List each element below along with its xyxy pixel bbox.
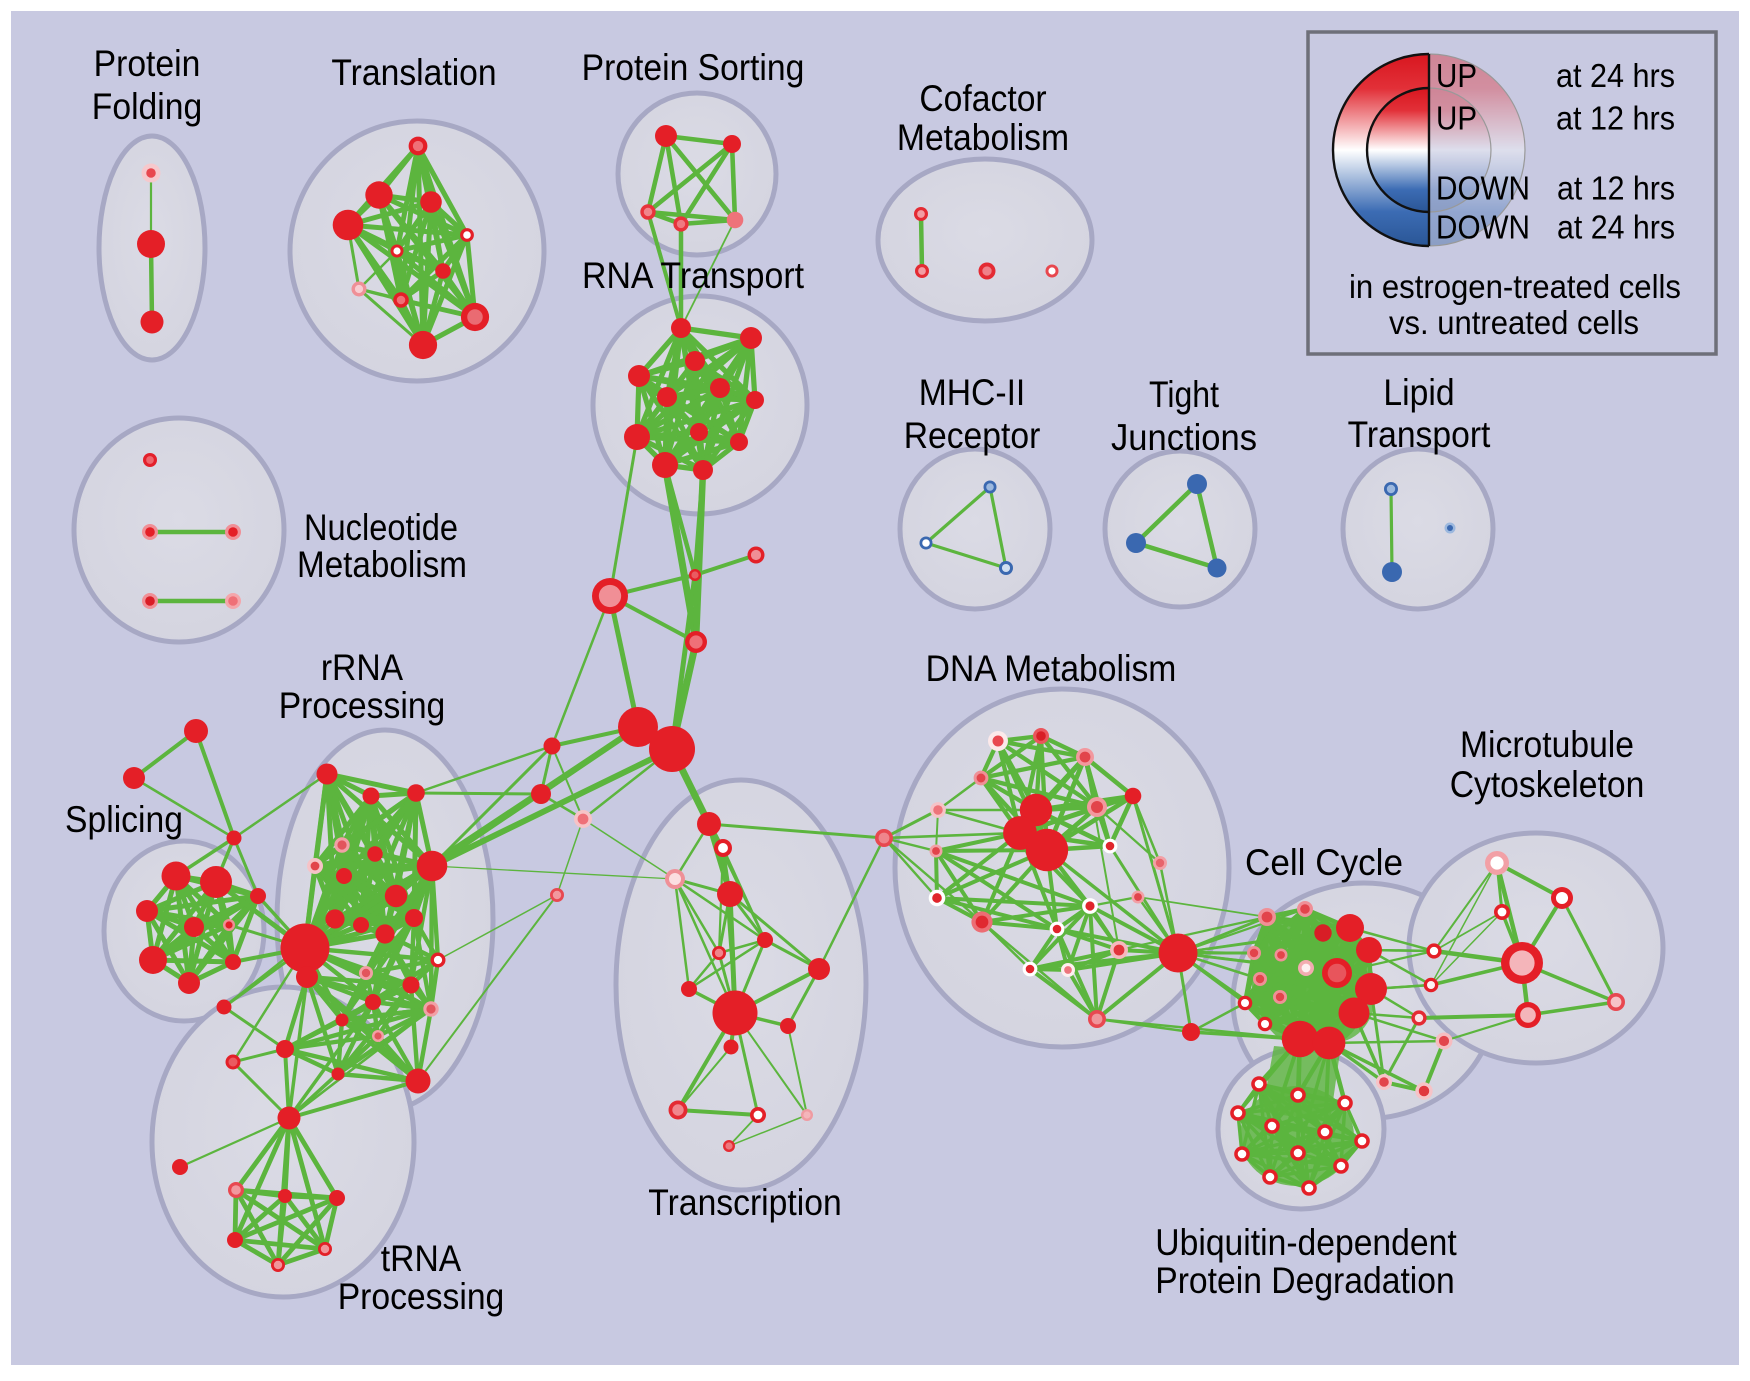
svg-text:at 12 hrs: at 12 hrs bbox=[1557, 170, 1675, 207]
svg-text:Metabolism: Metabolism bbox=[297, 544, 467, 585]
svg-text:Lipid: Lipid bbox=[1383, 372, 1454, 413]
svg-text:UP: UP bbox=[1436, 57, 1477, 94]
svg-text:Transport: Transport bbox=[1348, 414, 1491, 455]
svg-text:Cofactor: Cofactor bbox=[919, 78, 1046, 119]
svg-text:vs. untreated cells: vs. untreated cells bbox=[1389, 304, 1639, 341]
svg-text:DNA Metabolism: DNA Metabolism bbox=[926, 648, 1177, 689]
svg-text:Translation: Translation bbox=[331, 52, 496, 93]
svg-text:Splicing: Splicing bbox=[65, 799, 183, 840]
svg-text:Metabolism: Metabolism bbox=[897, 117, 1069, 158]
svg-text:Transcription: Transcription bbox=[648, 1182, 841, 1223]
svg-text:DOWN: DOWN bbox=[1436, 170, 1530, 207]
svg-text:rRNA: rRNA bbox=[321, 647, 404, 688]
svg-text:Ubiquitin-dependent: Ubiquitin-dependent bbox=[1155, 1222, 1457, 1263]
svg-text:Protein: Protein bbox=[94, 43, 201, 84]
svg-text:Junctions: Junctions bbox=[1111, 417, 1257, 458]
svg-text:Protein Sorting: Protein Sorting bbox=[582, 47, 805, 88]
svg-text:in estrogen-treated cells: in estrogen-treated cells bbox=[1349, 268, 1681, 305]
svg-text:Cell Cycle: Cell Cycle bbox=[1245, 842, 1403, 883]
svg-text:Folding: Folding bbox=[92, 86, 202, 127]
svg-text:Processing: Processing bbox=[338, 1276, 505, 1317]
svg-text:Microtubule: Microtubule bbox=[1460, 724, 1634, 765]
svg-text:at 24 hrs: at 24 hrs bbox=[1557, 209, 1675, 246]
svg-text:Tight: Tight bbox=[1149, 374, 1220, 415]
svg-text:UP: UP bbox=[1436, 100, 1477, 137]
svg-text:Protein Degradation: Protein Degradation bbox=[1155, 1260, 1455, 1301]
svg-text:MHC-II: MHC-II bbox=[919, 372, 1026, 413]
svg-text:tRNA: tRNA bbox=[381, 1238, 462, 1279]
svg-text:Receptor: Receptor bbox=[904, 415, 1041, 456]
svg-text:Nucleotide: Nucleotide bbox=[304, 507, 458, 548]
svg-text:RNA Transport: RNA Transport bbox=[582, 255, 805, 296]
svg-text:Processing: Processing bbox=[279, 685, 446, 726]
svg-text:at 12 hrs: at 12 hrs bbox=[1556, 100, 1675, 137]
svg-text:DOWN: DOWN bbox=[1436, 209, 1530, 246]
svg-text:at 24 hrs: at 24 hrs bbox=[1556, 57, 1675, 94]
svg-text:Cytoskeleton: Cytoskeleton bbox=[1450, 764, 1645, 805]
